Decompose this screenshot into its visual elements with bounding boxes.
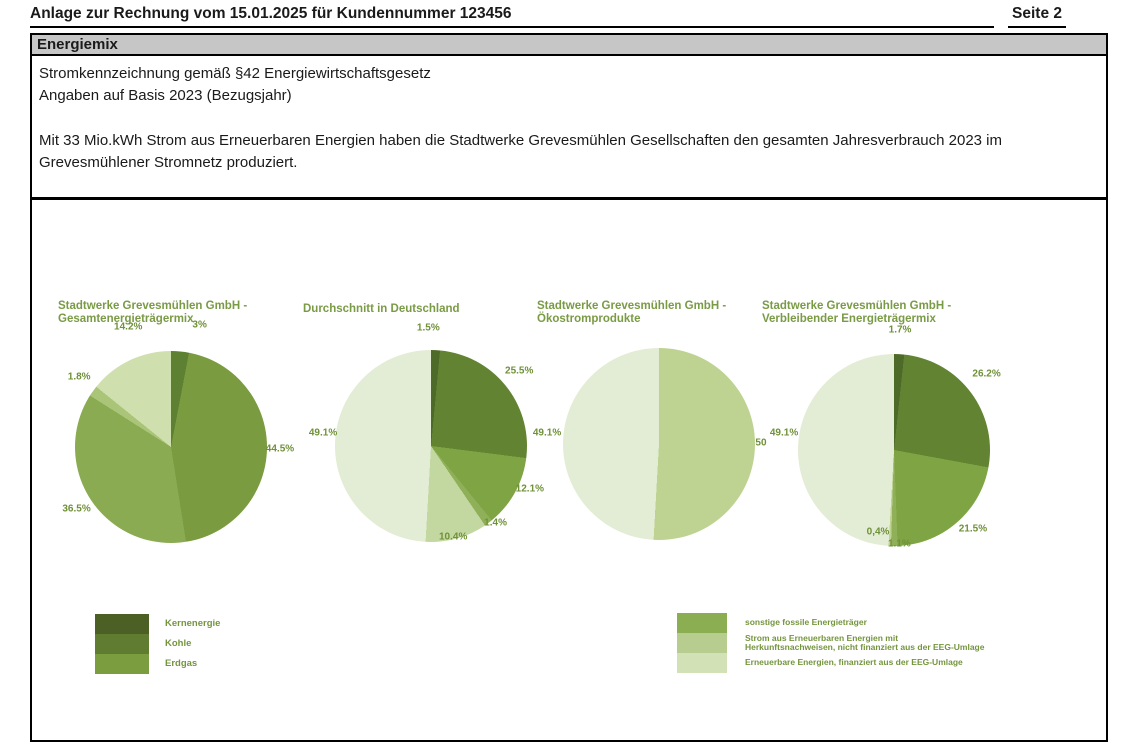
slice-label: 1.7% <box>888 324 912 336</box>
slice-label: 36.5% <box>62 503 91 515</box>
slice-label: 1.5% <box>416 322 440 334</box>
chart-panel-inner: Stadtwerke Grevesmühlen GmbH - Gesamtene… <box>32 200 1106 740</box>
chart-title-line: Ökostromprodukte <box>537 312 641 325</box>
legend-item: Kernenergie <box>95 614 220 634</box>
slice-label: 25.5% <box>505 365 534 377</box>
legend-swatch-kohle <box>95 634 149 654</box>
chart-title-line: Verbleibender Energieträgermix <box>762 312 936 325</box>
slice-label: 49.1% <box>308 427 338 439</box>
legend-renewable-sources: sonstige fossile Energieträger Strom aus… <box>677 613 984 673</box>
chart-title-line: Stadtwerke Grevesmühlen GmbH - <box>58 300 248 312</box>
legend-swatch-sonstige-fossile <box>677 613 727 633</box>
chart-title-oekostromprodukte: Stadtwerke Grevesmühlen GmbH - Ökostromp… <box>537 300 772 325</box>
legend-swatch-kernenergie <box>95 614 149 634</box>
legend-swatch-erneuerbare-eeg-umlage <box>677 653 727 673</box>
slice-label: 21.5% <box>958 523 988 535</box>
chart-title-durchschnitt-deutschland: Durchschnitt in Deutschland <box>303 303 538 316</box>
slice-label: 0,4% <box>866 526 890 538</box>
chart-title-line: Stadtwerke Grevesmühlen GmbH - <box>762 300 952 312</box>
intro-paragraph: Mit 33 Mio.kWh Strom aus Erneuerbaren En… <box>39 132 1003 171</box>
legend-label: Strom aus Erneuerbaren Energien mit Herk… <box>745 632 985 652</box>
slice-label: 14.2% <box>114 321 143 333</box>
slice-label: 50 <box>755 437 767 449</box>
legend-label: sonstige fossile Energieträger <box>745 617 867 628</box>
document-title: Anlage zur Rechnung vom 15.01.2025 für K… <box>30 5 995 28</box>
intro-text-box: Stromkennzeichnung gemäß §42 Energiewirt… <box>30 56 1108 197</box>
chart-title-line: Durchschnitt in Deutschland <box>303 303 460 315</box>
legend-item: Kohle <box>95 634 220 654</box>
pie-oekostromprodukte <box>563 348 755 540</box>
legend-label: Kernenergie <box>165 617 221 629</box>
slice-label: 49.1% <box>532 427 562 439</box>
legend-label: Erneuerbare Energien, finanziert aus der… <box>745 657 963 668</box>
slice-label: 3% <box>192 319 207 330</box>
slice-label: 1.1% <box>887 538 911 550</box>
energy-mix-chart-panel: Stadtwerke Grevesmühlen GmbH - Gesamtene… <box>30 197 1108 742</box>
slice-label: 12.1% <box>515 483 545 495</box>
intro-line-1: Stromkennzeichnung gemäß §42 Energiewirt… <box>39 65 431 82</box>
legend-swatch-erdgas <box>95 654 149 674</box>
slice-label: 10.4% <box>438 531 468 543</box>
legend-label: Erdgas <box>165 657 198 669</box>
chart-title-line: Stadtwerke Grevesmühlen GmbH - <box>537 300 727 312</box>
legend-item: Erneuerbare Energien, finanziert aus der… <box>677 653 984 673</box>
slice-label: 26.2% <box>972 368 1001 380</box>
chart-title-line: Gesamtenergieträgermix <box>58 312 194 325</box>
page-number-label: Seite 2 <box>1008 5 1066 28</box>
section-header-bar: Energiemix <box>30 33 1108 56</box>
legend-swatch-strom-mit-herkunftsnachweisen <box>677 633 727 653</box>
legend-label: Kohle <box>165 637 192 649</box>
slice-label: 44.5% <box>265 443 295 455</box>
section-title: Energiemix <box>37 36 118 53</box>
slice-label: 1.4% <box>484 517 507 529</box>
slice-label: 1.8% <box>67 371 91 383</box>
legend-item: sonstige fossile Energieträger <box>677 613 984 633</box>
pie-verbleibender-energietraegermix <box>798 354 990 546</box>
slice-label: 49.1% <box>769 427 799 439</box>
page-header: Anlage zur Rechnung vom 15.01.2025 für K… <box>30 5 1066 28</box>
legend-conventional-sources: Kernenergie Kohle Erdgas <box>95 614 220 674</box>
pie-gesamtenergietraegermix <box>75 351 267 543</box>
chart-title-verbleibender-energietraegermix: Stadtwerke Grevesmühlen GmbH - Verbleibe… <box>762 300 997 325</box>
legend-item: Erdgas <box>95 654 220 674</box>
legend-item: Strom aus Erneuerbaren Energien mit Herk… <box>677 633 984 653</box>
intro-line-2: Angaben auf Basis 2023 (Bezugsjahr) <box>39 86 292 104</box>
chart-title-gesamtenergietraegermix: Stadtwerke Grevesmühlen GmbH - Gesamtene… <box>58 300 293 325</box>
pie-durchschnitt-deutschland <box>335 350 527 542</box>
